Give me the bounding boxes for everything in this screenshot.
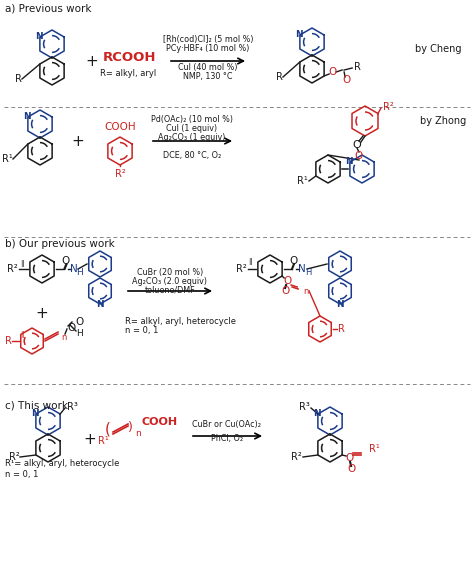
Text: +: +: [86, 53, 99, 68]
Text: R¹: R¹: [297, 176, 308, 186]
Text: N: N: [313, 409, 321, 418]
Text: O: O: [283, 276, 291, 286]
Text: N: N: [96, 299, 104, 308]
Text: +: +: [36, 307, 48, 321]
Text: R²: R²: [291, 452, 302, 462]
Text: R²: R²: [7, 264, 18, 274]
Text: O: O: [345, 453, 353, 463]
Text: Pd(OAc)₂ (10 mol %): Pd(OAc)₂ (10 mol %): [151, 114, 233, 123]
Text: H: H: [305, 267, 311, 277]
Text: n: n: [135, 430, 141, 439]
Text: toluene/DMF: toluene/DMF: [145, 286, 195, 295]
Text: R²: R²: [236, 264, 247, 274]
Text: O: O: [328, 67, 336, 77]
Text: O: O: [347, 464, 355, 474]
Text: R²: R²: [9, 452, 20, 462]
Text: PhCl, O₂: PhCl, O₂: [211, 435, 243, 443]
Text: R²: R²: [383, 102, 394, 112]
Text: by Cheng: by Cheng: [416, 44, 462, 54]
Text: n = 0, 1: n = 0, 1: [5, 471, 38, 480]
Text: CuBr (20 mol %): CuBr (20 mol %): [137, 267, 203, 277]
Text: (: (: [105, 422, 111, 436]
Text: b) Our previous work: b) Our previous work: [5, 239, 115, 249]
Text: R= alkyl, aryl, heterocycle: R= alkyl, aryl, heterocycle: [125, 316, 236, 325]
Text: N: N: [23, 112, 31, 121]
Text: Ag₂CO₃ (1 equiv): Ag₂CO₃ (1 equiv): [158, 133, 226, 142]
Text: R¹: R¹: [98, 436, 109, 446]
Text: ‖: ‖: [20, 259, 24, 266]
Text: N: N: [336, 299, 344, 308]
Text: n = 0, 1: n = 0, 1: [125, 327, 158, 336]
Text: O: O: [290, 256, 298, 266]
Text: R¹: R¹: [369, 444, 380, 454]
Text: c) This work: c) This work: [5, 401, 68, 411]
Text: O: O: [62, 256, 70, 266]
Text: R: R: [276, 72, 283, 82]
Text: +: +: [72, 134, 84, 149]
Text: O: O: [76, 317, 84, 327]
Text: R³: R³: [299, 402, 310, 412]
Text: n: n: [303, 287, 309, 295]
Text: NMP, 130 °C: NMP, 130 °C: [183, 72, 233, 80]
Text: R: R: [354, 62, 361, 72]
Text: O: O: [281, 286, 289, 296]
Text: R²: R²: [115, 169, 126, 179]
Text: RCOOH: RCOOH: [103, 51, 157, 64]
Text: O: O: [342, 75, 350, 85]
Text: Ag₂CO₃ (2.0 equiv): Ag₂CO₃ (2.0 equiv): [133, 277, 208, 286]
Text: COOH: COOH: [142, 417, 178, 427]
Text: R: R: [15, 74, 22, 84]
Text: N: N: [295, 30, 303, 39]
Text: R¹: R¹: [2, 154, 13, 164]
Text: R= alkyl, aryl: R= alkyl, aryl: [100, 68, 156, 77]
Text: ): ): [128, 422, 132, 435]
Text: +: +: [83, 431, 96, 447]
Text: O: O: [353, 140, 361, 150]
Text: CuI (40 mol %): CuI (40 mol %): [178, 63, 238, 72]
Text: N: N: [298, 264, 306, 274]
Text: a) Previous work: a) Previous work: [5, 3, 91, 13]
Text: CuBr or Cu(OAc)₂: CuBr or Cu(OAc)₂: [192, 419, 262, 428]
Text: R: R: [5, 336, 12, 346]
Text: ‖: ‖: [20, 332, 24, 339]
Text: R¹= alkyl, aryl, heterocycle: R¹= alkyl, aryl, heterocycle: [5, 460, 119, 468]
Text: H: H: [77, 267, 83, 277]
Text: N: N: [31, 409, 39, 418]
Text: PCy·HBF₄ (10 mol %): PCy·HBF₄ (10 mol %): [166, 43, 250, 52]
Text: ‖: ‖: [248, 258, 252, 265]
Text: H: H: [77, 329, 83, 339]
Text: COOH: COOH: [104, 122, 136, 132]
Text: O: O: [355, 151, 363, 161]
Text: R³: R³: [67, 402, 78, 412]
Text: [Rh(cod)Cl]₂ (5 mol %): [Rh(cod)Cl]₂ (5 mol %): [163, 35, 253, 43]
Text: N: N: [345, 157, 353, 166]
Text: DCE, 80 °C, O₂: DCE, 80 °C, O₂: [163, 150, 221, 159]
Text: R: R: [338, 324, 345, 334]
Text: CuI (1 equiv): CuI (1 equiv): [166, 123, 218, 133]
Text: O: O: [68, 323, 76, 333]
Text: by Zhong: by Zhong: [420, 116, 466, 126]
Text: n: n: [61, 332, 66, 341]
Text: N: N: [70, 264, 78, 274]
Text: N: N: [35, 32, 43, 41]
